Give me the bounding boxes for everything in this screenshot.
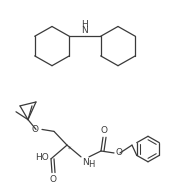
Text: HO: HO [35,153,49,162]
Text: O: O [101,126,108,135]
Text: N: N [82,26,88,35]
Text: H: H [88,160,94,169]
Text: O: O [116,148,123,157]
Text: N: N [82,158,89,167]
Text: H: H [82,20,88,29]
Text: O: O [32,125,39,134]
Text: O: O [49,174,56,184]
Text: *: * [68,146,71,152]
